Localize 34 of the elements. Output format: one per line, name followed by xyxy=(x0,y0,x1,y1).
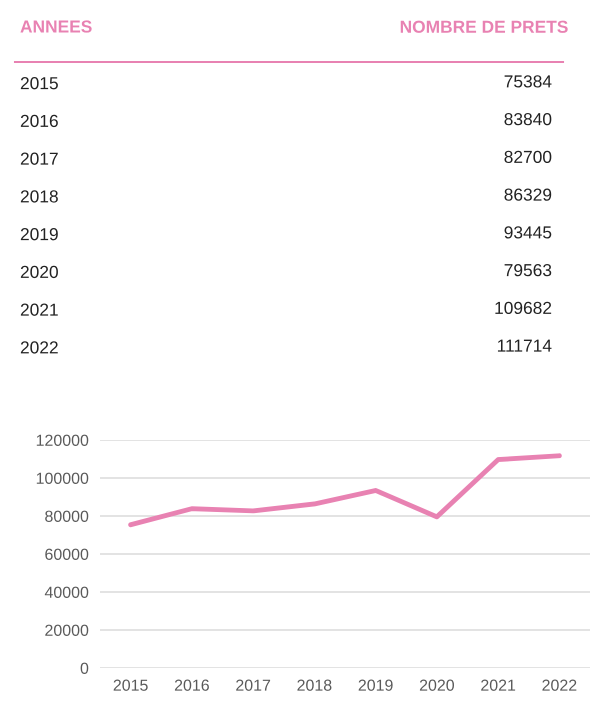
y-tick-label: 2020 xyxy=(20,266,58,278)
y-tick-label: 0 xyxy=(80,662,88,674)
x-tick-label: 2015 xyxy=(114,680,148,691)
y-tick-label: 80000 xyxy=(45,510,88,522)
y-tick-label: 2015 xyxy=(20,77,58,90)
y-tick-label: 2018 xyxy=(20,190,58,203)
data-label: 86329 xyxy=(504,188,552,201)
line-series xyxy=(128,453,562,528)
y-tick-label: 2021 xyxy=(20,304,58,316)
data-label: 111714 xyxy=(498,340,552,352)
data-label: 75384 xyxy=(504,75,552,88)
y-axis-title: ANNEES xyxy=(20,20,92,33)
y-tick-label: 100000 xyxy=(36,472,88,484)
x-tick-label: NOMBRE DE PRETS xyxy=(400,20,568,33)
y-tick-label: 2022 xyxy=(20,341,58,354)
y-tick-label: 20000 xyxy=(45,624,88,636)
y-tick-label: 120000 xyxy=(36,434,88,446)
x-tick-label: 2016 xyxy=(174,680,209,691)
data-label: 109682 xyxy=(495,302,552,314)
x-tick-label: 2022 xyxy=(542,680,576,691)
y-tick-label: 40000 xyxy=(44,586,88,598)
x-tick-label: 2018 xyxy=(297,680,332,691)
x-tick-label: 2019 xyxy=(358,680,393,691)
y-tick-label: 2017 xyxy=(20,152,58,165)
y-tick-label: 60000 xyxy=(45,548,88,560)
y-tick-label: 2019 xyxy=(20,228,58,240)
data-label: 82700 xyxy=(504,150,552,164)
x-tick-label: 2017 xyxy=(236,680,270,691)
data-label: 93445 xyxy=(504,226,552,239)
data-label: 83840 xyxy=(504,112,552,126)
x-tick-label: 2020 xyxy=(420,680,454,691)
x-tick-label: 2021 xyxy=(481,680,516,691)
y-tick-label: 2016 xyxy=(20,114,58,128)
data-label: 79563 xyxy=(504,264,552,276)
